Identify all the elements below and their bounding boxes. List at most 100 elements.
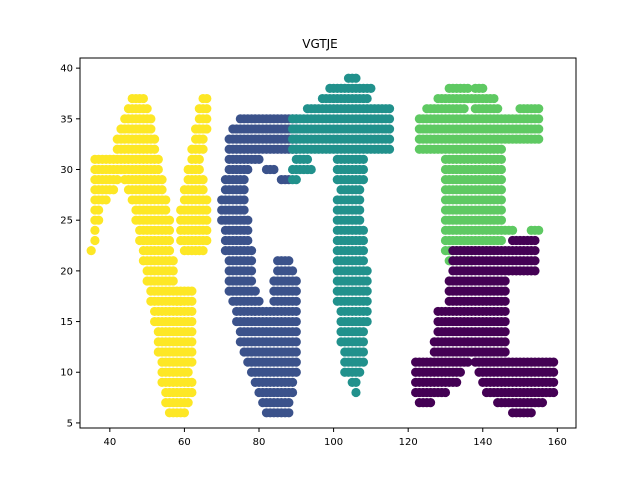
data-point <box>153 164 163 175</box>
data-point <box>500 316 510 327</box>
data-point <box>94 215 104 225</box>
data-point <box>246 256 257 266</box>
data-point <box>179 408 190 418</box>
data-point <box>358 246 369 256</box>
data-point <box>440 387 451 398</box>
data-point <box>243 164 253 175</box>
data-point <box>496 195 507 205</box>
data-point <box>202 114 212 124</box>
data-point <box>239 185 249 195</box>
data-point <box>202 225 212 235</box>
data-point <box>463 357 473 367</box>
data-point <box>108 185 119 195</box>
data-point <box>530 256 540 266</box>
data-point <box>246 276 257 286</box>
data-point <box>507 225 518 235</box>
data-point <box>534 104 544 114</box>
data-point <box>202 215 212 225</box>
series-3 <box>414 83 544 266</box>
data-point <box>537 398 548 408</box>
data-point <box>202 93 212 104</box>
data-point <box>425 398 436 408</box>
data-point <box>246 266 257 276</box>
data-point <box>250 286 260 296</box>
data-point <box>358 154 369 164</box>
data-point <box>496 215 507 225</box>
data-point <box>534 225 544 235</box>
data-point <box>302 154 313 164</box>
data-point <box>478 83 488 94</box>
data-point <box>187 337 197 347</box>
data-point <box>284 256 294 266</box>
data-point <box>291 347 301 357</box>
data-point <box>202 195 212 205</box>
data-point <box>549 357 559 367</box>
data-point <box>358 225 369 235</box>
data-point <box>530 235 540 246</box>
data-point <box>291 367 301 377</box>
data-point <box>239 205 249 215</box>
data-point <box>358 357 369 367</box>
data-point <box>187 306 197 317</box>
data-point <box>198 246 208 256</box>
data-point <box>362 296 372 306</box>
data-point <box>287 377 298 387</box>
data-point <box>239 195 249 205</box>
data-point <box>384 114 395 124</box>
data-point <box>202 235 212 246</box>
data-point <box>187 286 197 296</box>
data-point <box>534 114 544 124</box>
y-tick-label: 40 <box>60 64 73 75</box>
data-point <box>500 306 510 317</box>
data-point <box>362 266 372 276</box>
data-point <box>90 225 100 235</box>
data-point <box>202 205 212 215</box>
data-point <box>146 124 156 134</box>
data-point <box>500 347 510 357</box>
y-tick-label: 10 <box>60 368 73 379</box>
data-point <box>246 246 257 256</box>
data-point <box>168 266 178 276</box>
data-point <box>284 408 294 418</box>
data-point <box>157 175 167 185</box>
y-tick-label: 25 <box>60 216 73 227</box>
data-point <box>358 256 369 266</box>
data-point <box>164 215 175 225</box>
data-point <box>358 327 369 337</box>
data-point <box>355 185 365 195</box>
data-point <box>493 104 503 114</box>
x-tick-label: 60 <box>178 437 191 448</box>
data-point <box>384 144 395 154</box>
data-point <box>358 337 369 347</box>
data-point <box>112 175 122 185</box>
data-point <box>254 296 264 306</box>
x-tick-label: 120 <box>399 437 418 448</box>
data-point <box>269 164 279 175</box>
data-point <box>496 164 507 175</box>
data-point <box>243 225 253 235</box>
data-point <box>291 337 301 347</box>
data-point <box>164 225 175 235</box>
data-point <box>534 124 544 134</box>
data-point <box>164 246 175 256</box>
data-point <box>291 296 301 306</box>
data-point <box>164 235 175 246</box>
data-point <box>500 276 510 286</box>
data-point <box>358 175 369 185</box>
data-point <box>183 398 193 408</box>
y-tick-label: 20 <box>60 266 73 277</box>
data-point <box>358 164 369 175</box>
data-point <box>351 73 361 83</box>
data-point <box>86 246 96 256</box>
x-tick-label: 140 <box>473 437 492 448</box>
data-point <box>187 327 197 337</box>
x-tick-label: 160 <box>548 437 567 448</box>
x-tick-label: 40 <box>103 437 116 448</box>
chart-title: VGTJE <box>302 37 338 51</box>
data-point <box>187 296 197 306</box>
data-point <box>168 276 178 286</box>
data-point <box>90 235 100 246</box>
data-point <box>351 387 361 398</box>
data-point <box>149 134 160 144</box>
